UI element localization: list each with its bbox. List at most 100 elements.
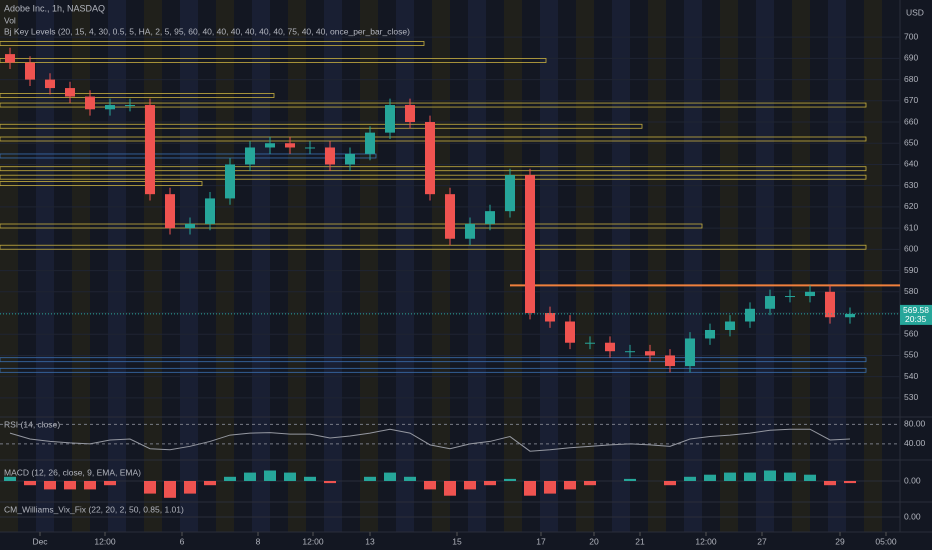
macd-bar (264, 470, 276, 481)
candle-body (545, 313, 555, 322)
candle-body (785, 296, 795, 298)
last-price: 569.58 (903, 305, 929, 315)
candle-body (525, 175, 535, 314)
candle-body (465, 223, 475, 239)
macd-bar (44, 481, 56, 490)
macd-bar (524, 481, 536, 496)
candle-body (425, 122, 435, 195)
key-level (0, 357, 867, 363)
x-tick-label: 05:00 (875, 536, 897, 546)
macd-bar (404, 476, 416, 481)
x-tick-label: 20 (589, 536, 599, 546)
y-tick-label: 630 (904, 180, 918, 190)
stripe (36, 0, 54, 532)
y-tick-label: 670 (904, 95, 918, 105)
key-level (0, 244, 867, 250)
candle-body (625, 351, 635, 353)
stripe (324, 0, 342, 532)
candle-body (745, 308, 755, 322)
macd-bar (444, 481, 456, 496)
macd-bar (384, 472, 396, 481)
candle-body (285, 143, 295, 148)
macd-tick-label: 0.00 (904, 475, 921, 485)
macd-bar (584, 481, 596, 486)
key-level (0, 93, 275, 98)
y-tick-label: 610 (904, 222, 918, 232)
y-tick-label: 600 (904, 244, 918, 254)
candle-body (185, 223, 195, 229)
macd-bar (424, 481, 436, 490)
stripe (252, 0, 270, 532)
candle-body (105, 105, 115, 110)
macd-bar (4, 476, 16, 481)
macd-bar (284, 472, 296, 481)
y-tick-label: 590 (904, 265, 918, 275)
y-tick-label: 530 (904, 392, 918, 402)
macd-bar (484, 481, 496, 486)
key-level (0, 223, 703, 229)
x-tick-label: 8 (256, 536, 261, 546)
key-level (0, 367, 867, 373)
macd-bar (804, 474, 816, 481)
macd-bar (764, 470, 776, 481)
key-level (0, 102, 867, 108)
macd-bar (224, 476, 236, 481)
rsi-tick-label: 40.00 (904, 438, 926, 448)
stripe (864, 0, 882, 532)
macd-bar (744, 472, 756, 481)
candle-body (145, 105, 155, 195)
rsi-line (9, 428, 851, 452)
stripe (612, 0, 630, 532)
macd-bar (84, 481, 96, 490)
y-tick-label: 580 (904, 286, 918, 296)
stripe (792, 0, 810, 532)
countdown: 20:35 (905, 314, 927, 324)
stripe (828, 0, 846, 532)
stripe (684, 0, 702, 532)
candle-body (225, 164, 235, 199)
candle-body (205, 198, 215, 224)
candle-body (805, 291, 815, 297)
candle-body (605, 342, 615, 352)
candle-body (365, 132, 375, 154)
stripe (180, 0, 198, 532)
candle-body (265, 143, 275, 148)
macd-bar (104, 481, 116, 486)
macd-bar (184, 481, 196, 494)
x-tick-label: 12:00 (695, 536, 717, 546)
candle-body (705, 329, 715, 339)
macd-bar (844, 481, 856, 484)
y-tick-label: 550 (904, 350, 918, 360)
y-tick-label: 680 (904, 74, 918, 84)
key-level (0, 123, 643, 129)
last-price-box (900, 304, 932, 325)
chart-title: Adobe Inc., 1h, NASDAQ (4, 3, 105, 13)
stripe (648, 0, 666, 532)
candle-body (565, 321, 575, 343)
macd-bar (24, 481, 36, 486)
candle-body (125, 105, 135, 107)
key-level (0, 153, 377, 159)
macd-bar (724, 472, 736, 481)
stripe (468, 0, 486, 532)
x-tick-label: 12:00 (94, 536, 116, 546)
stripe (72, 0, 90, 532)
candle-body (5, 54, 15, 63)
vix-tick-label: 0.00 (904, 511, 921, 521)
rsi-tick-label: 80.00 (904, 419, 926, 429)
x-tick-label: 12:00 (302, 536, 324, 546)
candle-body (645, 351, 655, 356)
y-tick-label: 620 (904, 201, 918, 211)
x-tick-label: 15 (452, 536, 462, 546)
macd-bar (64, 481, 76, 490)
macd-bar (164, 481, 176, 498)
macd-bar (364, 476, 376, 481)
candle-body (65, 88, 75, 97)
stripe (540, 0, 558, 532)
macd-bar (624, 478, 636, 481)
candle-body (85, 96, 95, 110)
x-tick-label: Dec (32, 536, 48, 546)
macd-bar (564, 481, 576, 490)
candle-body (45, 79, 55, 89)
candle-body (685, 338, 695, 367)
